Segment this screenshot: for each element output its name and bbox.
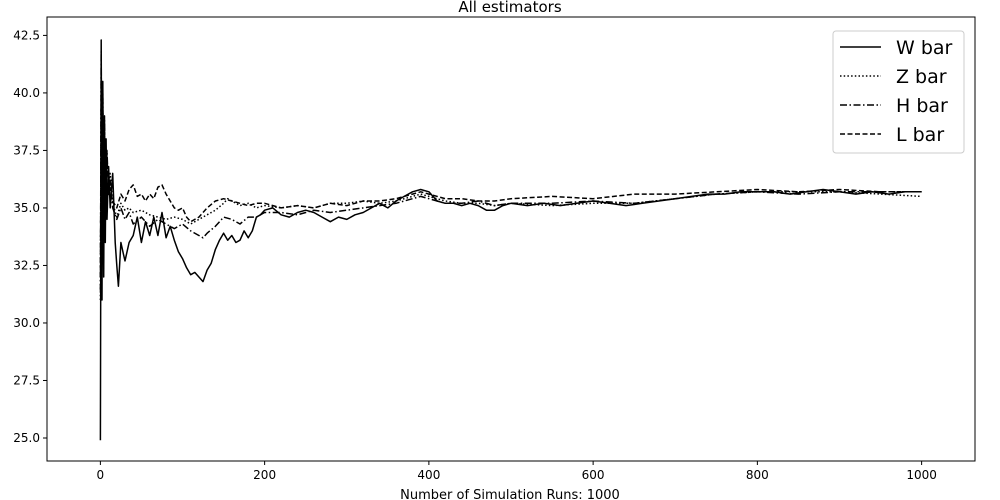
y-tick-label: 30.0	[13, 316, 40, 330]
legend-label: W bar	[896, 37, 953, 59]
series-line-z-bar	[99, 73, 922, 301]
y-tick-label: 27.5	[13, 373, 40, 387]
y-tick-label: 32.5	[13, 258, 40, 272]
x-axis-label: Number of Simulation Runs: 1000	[400, 488, 620, 500]
x-tick-label: 0	[97, 468, 105, 482]
x-tick-label: 1000	[906, 468, 937, 482]
x-tick-label: 400	[417, 468, 440, 482]
chart-title: All estimators	[458, 0, 561, 16]
series-line-l-bar	[99, 103, 922, 278]
legend-box	[832, 30, 965, 154]
x-tick-label: 800	[746, 468, 769, 482]
legend-label: L bar	[896, 124, 944, 146]
y-tick-label: 35.0	[13, 201, 40, 215]
x-tick-label: 600	[582, 468, 605, 482]
axes-layer: 0 200 400 600 800 1000 25.0 27.5 30.0 32.5 35.0 37.…	[13, 16, 976, 482]
series-line-h-bar	[99, 50, 922, 291]
y-tick-label: 25.0	[13, 431, 40, 445]
y-tick-label: 42.5	[13, 28, 40, 42]
series-layer	[99, 39, 922, 441]
legend-label: Z bar	[896, 66, 947, 88]
y-tick-label: 37.5	[13, 143, 40, 157]
y-tick-label: 40.0	[13, 86, 40, 100]
legend-label: H bar	[896, 95, 948, 117]
series-line-w-bar	[99, 39, 922, 441]
x-tick-label: 200	[253, 468, 276, 482]
legend: W bar Z bar H bar L bar	[832, 30, 965, 154]
plot-frame	[46, 16, 976, 462]
